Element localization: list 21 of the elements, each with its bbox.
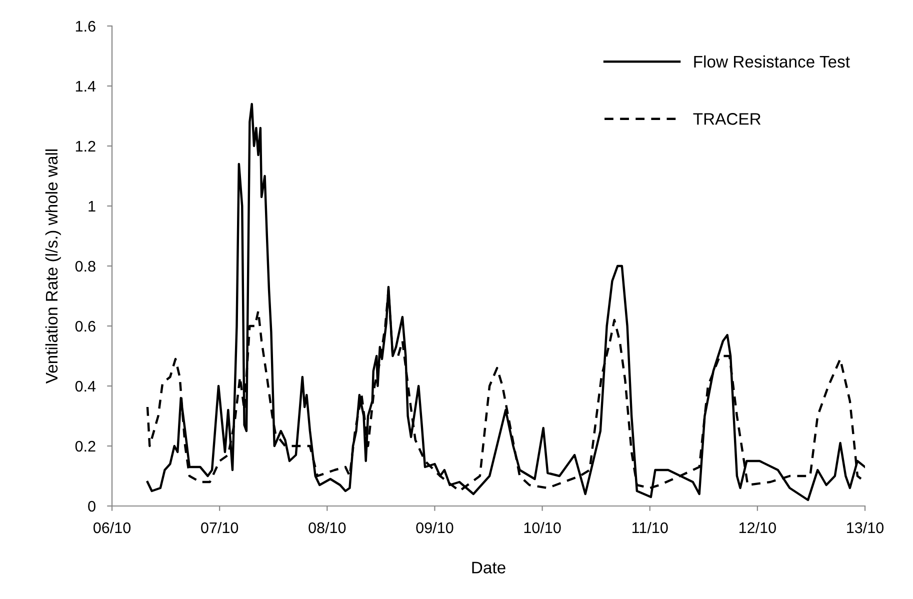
x-tick-label: 11/10 xyxy=(632,522,668,534)
y-tick-label: 1.6 xyxy=(76,20,96,32)
legend-label: TRACER xyxy=(693,113,761,125)
y-tick-label: 0.6 xyxy=(75,320,96,332)
x-tick-label: 13/10 xyxy=(847,522,884,534)
x-tick-label: 07/10 xyxy=(201,522,238,534)
legend-label: Flow Resistance Test xyxy=(694,55,850,68)
x-tick-label: 10/10 xyxy=(524,522,561,534)
y-tick-label: 1 xyxy=(88,201,96,212)
y-tick-label: 0.2 xyxy=(75,440,96,452)
y-tick-label: 0 xyxy=(88,500,96,512)
x-tick-label: 08/10 xyxy=(308,522,346,534)
x-tick-label: 12/10 xyxy=(739,522,776,534)
x-axis-title: Date xyxy=(472,562,506,574)
x-tick-label: 06/10 xyxy=(93,522,131,534)
y-tick-label: 0.4 xyxy=(75,380,96,392)
y-tick-label: 1.4 xyxy=(76,81,96,92)
y-axis-title: Ventilation Rate (l/s.) whole wall xyxy=(45,149,61,384)
x-tick-label: 09/10 xyxy=(416,522,454,534)
y-tick-label: 1.2 xyxy=(76,140,96,152)
y-tick-label: 0.8 xyxy=(75,260,96,272)
